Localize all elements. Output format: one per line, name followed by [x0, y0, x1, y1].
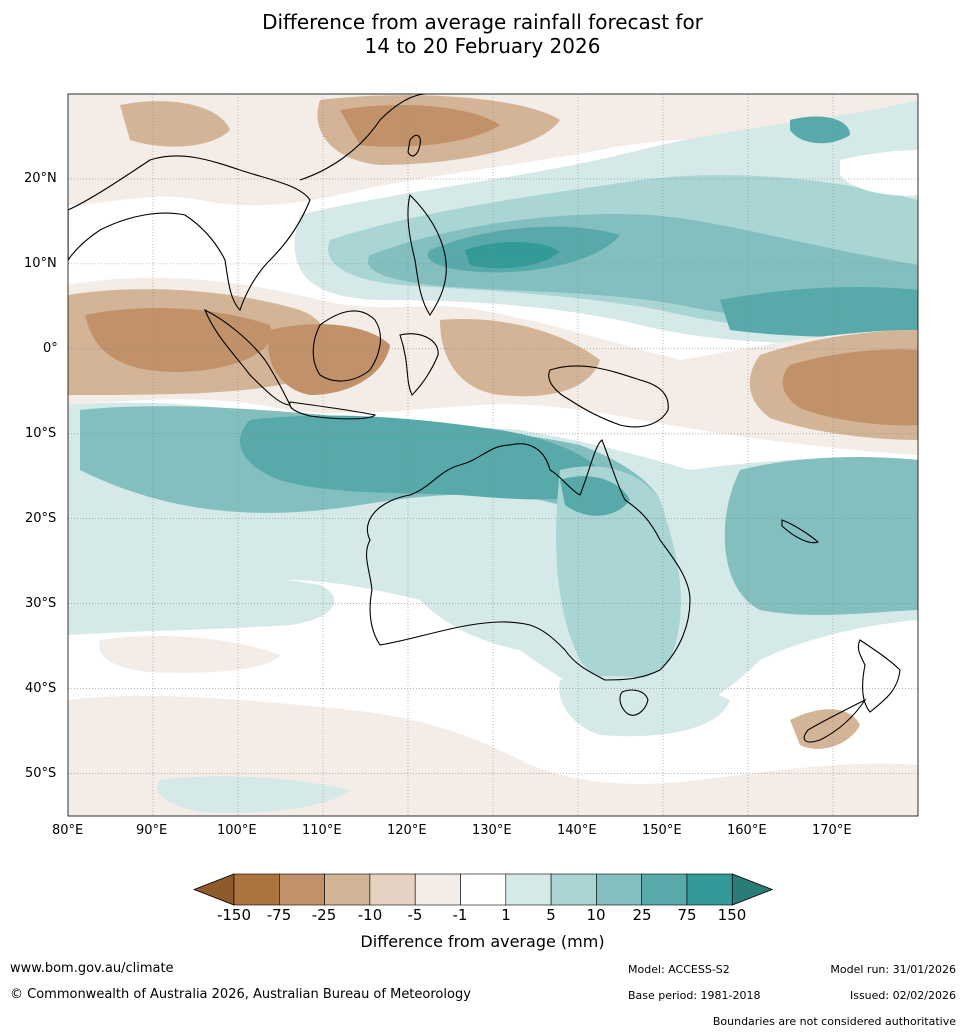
anomaly-region-china-dry-core — [340, 105, 500, 147]
anomaly-region-himalaya-dry — [120, 101, 230, 147]
colorbar-swatch — [596, 873, 643, 906]
colorbar-swatch — [550, 873, 597, 906]
coastline-australia — [366, 439, 691, 681]
colorbar-tick-label: 1 — [501, 906, 511, 924]
colorbar-extension-high — [731, 873, 774, 906]
copyright-notice: © Commonwealth of Australia 2026, Austra… — [10, 987, 471, 1002]
anomaly-region-coral-sea-wet — [724, 457, 918, 615]
colorbar-swatch — [233, 873, 280, 906]
colorbar-tick-label: -150 — [216, 906, 252, 924]
issued-date: Issued: 02/02/2026 — [849, 989, 956, 1002]
lon-label-160e: 160°E — [727, 823, 767, 838]
coastline-sulawesi — [399, 333, 439, 396]
colorbar-tick-label: 150 — [717, 906, 747, 924]
anomaly-region-north-pacific-wet — [790, 116, 850, 144]
anomaly-region-tasman-dry — [790, 709, 860, 749]
lon-label-80e: 80°E — [52, 823, 84, 838]
anomaly-region-east-australia-wet — [556, 466, 681, 683]
colorbar-extension-low — [192, 873, 235, 906]
colorbar — [192, 873, 774, 906]
coastline-china — [299, 94, 426, 181]
coastline-java — [289, 401, 377, 420]
colorbar-tick-label: 25 — [632, 906, 652, 924]
colorbar-swatch — [414, 873, 461, 906]
lon-label-170e: 170°E — [812, 823, 852, 838]
lat-label-10n: 10°N — [24, 256, 57, 271]
lon-label-150e: 150°E — [642, 823, 682, 838]
anomaly-region-queensland-wet — [560, 476, 630, 516]
boundary-disclaimer: Boundaries are not considered authoritat… — [712, 1015, 956, 1028]
lat-label-20n: 20°N — [24, 171, 57, 186]
anomaly-region-central-pacific-wet — [720, 287, 918, 337]
lon-label-140e: 140°E — [557, 823, 597, 838]
anomaly-region-north-pacific-dry — [840, 150, 918, 196]
base-period: Base period: 1981-2018 — [628, 989, 761, 1002]
anomaly-region-southwest-wet — [156, 776, 350, 814]
colorbar-swatch — [278, 873, 325, 906]
map-title: Difference from average rainfall forecas… — [0, 10, 965, 58]
coastline-taiwan — [407, 134, 421, 157]
coastline-philippines — [407, 193, 447, 316]
anomaly-region-philippine-wet-max — [465, 241, 560, 269]
colorbar-swatch — [505, 873, 552, 906]
lon-label-100e: 100°E — [217, 823, 257, 838]
lat-label-30s: 30°S — [25, 596, 57, 611]
map-fill-layer — [68, 94, 918, 816]
colorbar-swatch — [369, 873, 416, 906]
anomaly-region-south-indian-wet — [68, 575, 335, 635]
coastline-new-zealand-north — [857, 639, 901, 713]
lat-label-20s: 20°S — [25, 511, 57, 526]
coastline-borneo — [312, 310, 381, 382]
colorbar-tick-label: 5 — [546, 906, 556, 924]
colorbar-swatch — [641, 873, 688, 906]
colorbar-swatch — [460, 873, 507, 906]
title-line-1: Difference from average rainfall forecas… — [262, 10, 703, 34]
lon-label-110e: 110°E — [302, 823, 342, 838]
map-frame — [67, 93, 919, 817]
lon-label-90e: 90°E — [136, 823, 168, 838]
lat-label-10s: 10°S — [25, 426, 57, 441]
colorbar-swatch — [324, 873, 371, 906]
lon-label-120e: 120°E — [387, 823, 427, 838]
colorbar-tick-label: 10 — [586, 906, 606, 924]
colorbar-tick-label: -10 — [357, 906, 383, 924]
coastline-tasmania — [619, 689, 649, 716]
lat-label-equator: 0° — [43, 341, 58, 356]
coastlines — [68, 94, 901, 743]
anomaly-region-pacific-dry-core — [782, 349, 918, 426]
anomaly-region-borneo-dry — [268, 324, 390, 395]
anomaly-region-maluku-dry — [440, 319, 600, 397]
anomaly-region-north-australia-wet-core — [240, 415, 610, 500]
colorbar-label: Difference from average (mm) — [360, 932, 605, 951]
model-run-date: Model run: 31/01/2026 — [830, 963, 956, 976]
colorbar-tick-label: -75 — [266, 906, 292, 924]
lon-label-130e: 130°E — [472, 823, 512, 838]
colorbar-tick-label: -5 — [407, 906, 423, 924]
coastline-new-guinea — [548, 365, 669, 428]
coastline-new-zealand-south — [803, 698, 867, 743]
website-link[interactable]: www.bom.gov.au/climate — [10, 961, 174, 976]
coastline-new-caledonia — [781, 519, 820, 544]
colorbar-tick-label: 75 — [677, 906, 697, 924]
coastline-indochina — [68, 155, 311, 312]
lat-label-50s: 50°S — [25, 766, 57, 781]
anomaly-region-south-tasman-wet — [559, 676, 730, 737]
model-name: Model: ACCESS-S2 — [628, 963, 730, 976]
colorbar-tick-label: -1 — [452, 906, 468, 924]
anomaly-region-indian-dry-core — [85, 307, 272, 372]
lat-label-40s: 40°S — [25, 681, 57, 696]
anomaly-region-south-indian-dry — [99, 635, 280, 673]
colorbar-tick-label: -25 — [311, 906, 337, 924]
title-line-2: 14 to 20 February 2026 — [364, 34, 601, 58]
colorbar-swatch — [686, 873, 733, 906]
